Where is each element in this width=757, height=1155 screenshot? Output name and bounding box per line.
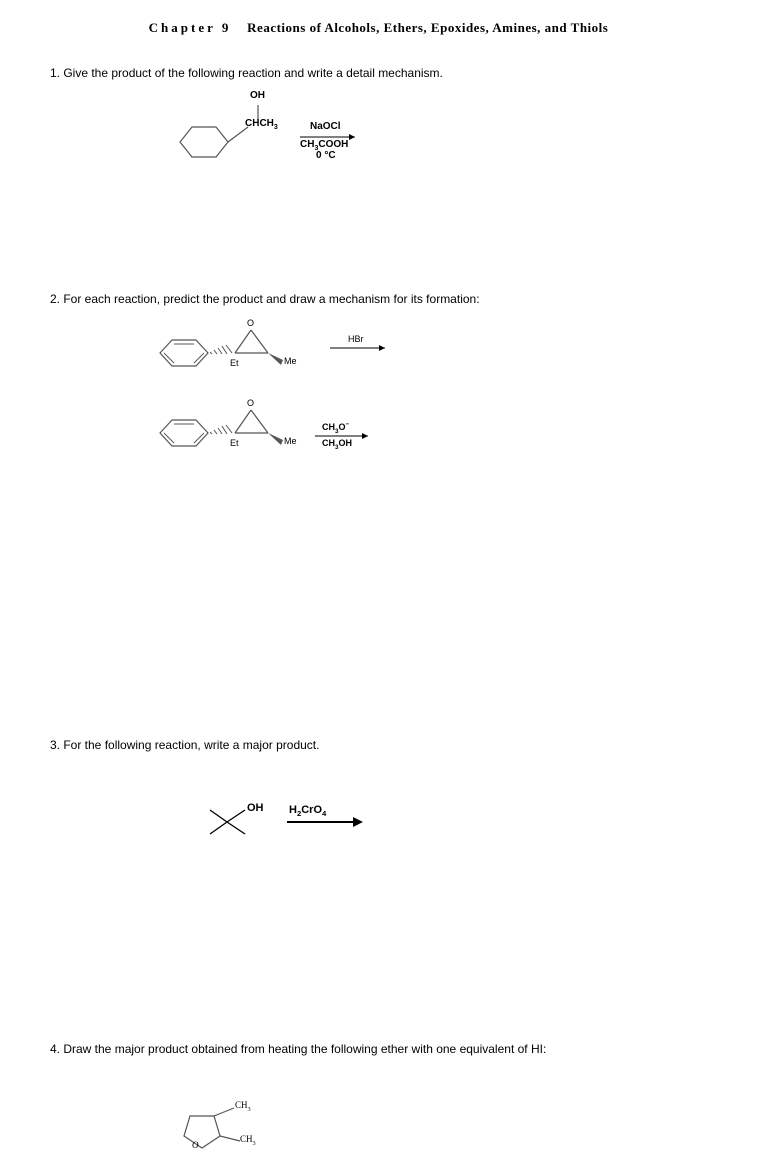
reaction-3: OH H2CrO4 bbox=[205, 802, 707, 842]
cyclic-ether-structure bbox=[170, 1096, 370, 1151]
reagent-ch3o-minus: CH3O− bbox=[322, 421, 349, 435]
me-label-a: Me bbox=[284, 356, 297, 366]
reaction-2b: O Et Me CH3O− CH3OH bbox=[150, 398, 707, 458]
et-label-a: Et bbox=[230, 358, 239, 368]
reagent-h2cro4: H2CrO4 bbox=[289, 804, 326, 818]
epoxide-o-b: O bbox=[247, 398, 254, 408]
epoxide-b-structure bbox=[150, 398, 450, 468]
reagent-ch3oh: CH3OH bbox=[322, 438, 352, 451]
reagent-temp: 0 °C bbox=[316, 150, 336, 161]
oh-label-q3: OH bbox=[247, 802, 264, 814]
page-header: Chapter 9 Reactions of Alcohols, Ethers,… bbox=[50, 20, 707, 36]
chch3-label: CHCH3 bbox=[245, 118, 278, 131]
cyclohexane-structure bbox=[160, 92, 460, 172]
tert-alcohol-structure bbox=[205, 802, 455, 842]
ch3-bot-q4: CH3 bbox=[240, 1134, 256, 1147]
reagent-hbr: HBr bbox=[348, 334, 364, 344]
chapter-label: Chapter 9 bbox=[149, 20, 232, 35]
question-4-text: 4. Draw the major product obtained from … bbox=[50, 1042, 707, 1056]
page-title: Reactions of Alcohols, Ethers, Epoxides,… bbox=[247, 20, 608, 35]
me-label-b: Me bbox=[284, 436, 297, 446]
ch3-top-q4: CH3 bbox=[235, 1100, 251, 1113]
o-label-q4: O bbox=[192, 1140, 199, 1150]
reaction-2a: O Et Me HBr bbox=[150, 318, 707, 378]
reaction-4: O CH3 CH3 bbox=[170, 1096, 707, 1146]
question-2-text: 2. For each reaction, predict the produc… bbox=[50, 292, 707, 306]
question-3-text: 3. For the following reaction, write a m… bbox=[50, 738, 707, 752]
oh-label: OH bbox=[250, 90, 265, 101]
reagent-naocl: NaOCl bbox=[310, 121, 341, 132]
epoxide-o-a: O bbox=[247, 318, 254, 328]
reaction-1: OH CHCH3 NaOCl CH3COOH 0 °C bbox=[160, 92, 707, 152]
et-label-b: Et bbox=[230, 438, 239, 448]
question-1-text: 1. Give the product of the following rea… bbox=[50, 66, 707, 80]
epoxide-a-structure bbox=[150, 318, 450, 388]
